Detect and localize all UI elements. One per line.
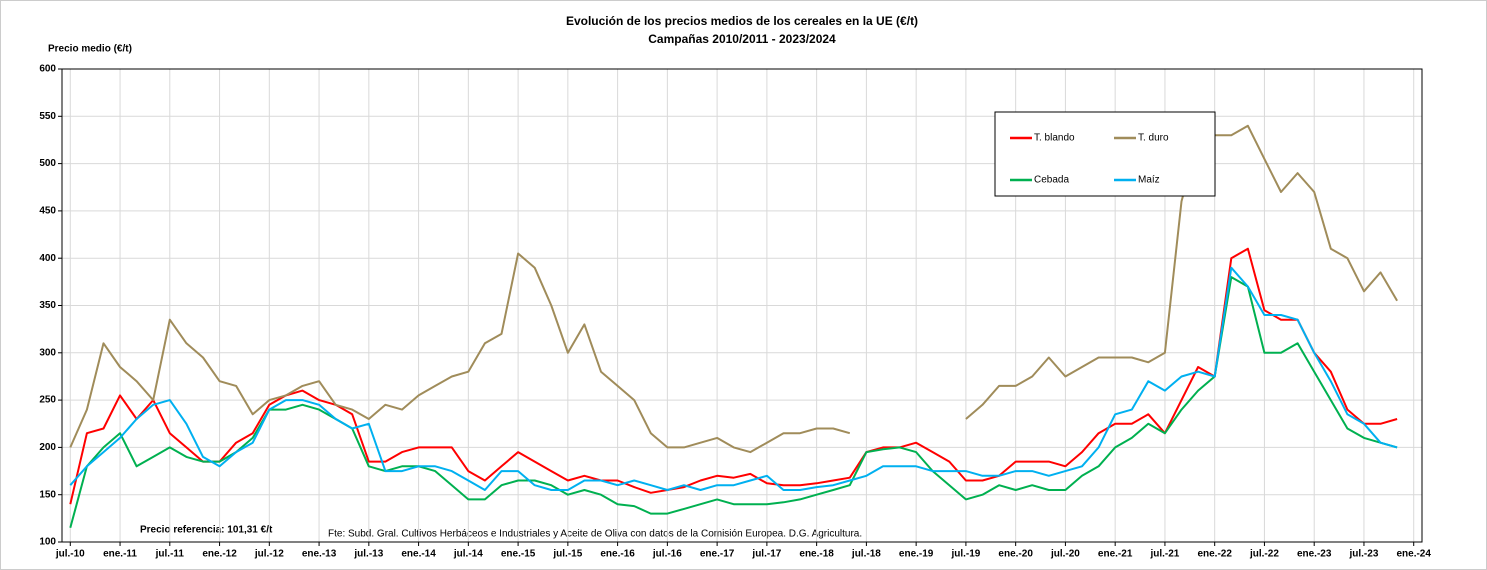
legend-label: T. blando (1034, 133, 1075, 144)
x-tick-label: jul.-15 (552, 549, 582, 560)
y-tick-label: 450 (39, 206, 56, 217)
y-tick-label: 400 (39, 253, 56, 264)
x-tick-label: jul.-13 (353, 549, 383, 560)
series-line (69, 124, 1398, 454)
x-tick-label: ene.-14 (401, 549, 436, 560)
x-tick-label: ene.-23 (1297, 549, 1332, 560)
annotation: Fte: Subd. Gral. Cultivos Herbáceos e In… (328, 529, 862, 540)
plot-frame (61, 68, 1423, 543)
y-tick-label: 350 (39, 300, 56, 311)
y-tick-label: 100 (39, 537, 56, 548)
x-tick-label: ene.-22 (1197, 549, 1232, 560)
x-tick-label: jul.-21 (1149, 549, 1179, 560)
y-tick-label: 150 (39, 489, 56, 500)
y-tick-label: 550 (39, 111, 56, 122)
x-tick-label: jul.-11 (155, 549, 185, 560)
x-tick-label: ene.-17 (700, 549, 735, 560)
x-tick-label: ene.-11 (103, 549, 137, 560)
x-tick-label: jul.-14 (453, 549, 483, 560)
x-tick-label: ene.-15 (501, 549, 536, 560)
x-tick-label: jul.-23 (1348, 549, 1378, 560)
x-tick-label: ene.-19 (899, 549, 934, 560)
y-tick-label: 300 (39, 347, 56, 358)
y-tick-label: 250 (39, 395, 56, 406)
x-tick-label: ene.-16 (600, 549, 635, 560)
y-tick-label: 500 (39, 158, 56, 169)
x-tick-label: ene.-24 (1396, 549, 1431, 560)
legend-box (994, 111, 1216, 197)
x-tick-label: jul.-22 (1249, 549, 1279, 560)
series-line (69, 247, 1398, 505)
chart-subtitle: Campañas 2010/2011 - 2023/2024 (648, 32, 836, 46)
x-tick-label: ene.-13 (302, 549, 337, 560)
y-axis-label: Precio medio (€/t) (48, 44, 132, 55)
x-tick-label: ene.-20 (998, 549, 1033, 560)
chart-title: Evolución de los precios medios de los c… (566, 14, 918, 28)
x-tick-label: ene.-12 (202, 549, 237, 560)
x-tick-label: jul.-10 (55, 549, 85, 560)
x-tick-label: ene.-18 (799, 549, 834, 560)
x-tick-label: jul.-16 (652, 549, 682, 560)
annotation: Precio referencia: 101,31 €/t (140, 525, 273, 536)
legend-label: Cebada (1034, 175, 1069, 186)
x-tick-label: jul.-20 (1050, 549, 1080, 560)
series-line (69, 276, 1398, 529)
x-tick-label: jul.-12 (254, 549, 284, 560)
x-tick-label: ene.-21 (1098, 549, 1133, 560)
y-tick-label: 600 (39, 64, 56, 75)
y-tick-label: 200 (39, 442, 56, 453)
x-tick-label: jul.-18 (851, 549, 881, 560)
x-tick-label: jul.-19 (950, 549, 980, 560)
series-line (69, 266, 1398, 491)
x-tick-label: jul.-17 (751, 549, 781, 560)
legend-label: T. duro (1138, 133, 1169, 144)
legend-label: Maíz (1138, 175, 1160, 186)
